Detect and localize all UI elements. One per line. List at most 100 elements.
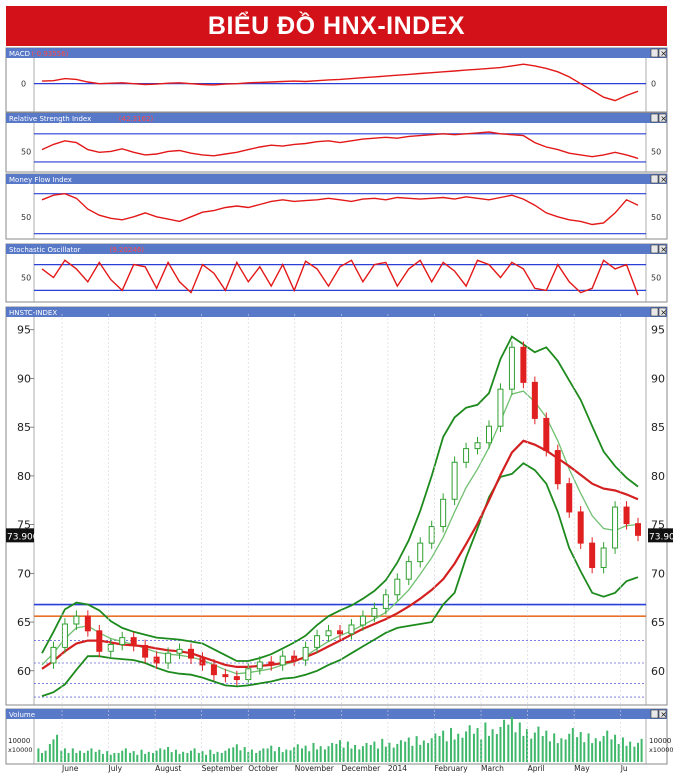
restore-icon [650,709,659,719]
volume-bar [602,735,605,762]
stoch-plot: 50 50 [21,259,661,296]
panel-reading: (42.3162) [119,115,154,123]
candle-body [96,630,103,652]
volume-bar [640,738,643,762]
volume-bar [296,744,299,762]
volume-bar [491,729,494,762]
month-label: Ju [620,764,628,773]
volume-bar [556,743,559,762]
candle-body [497,388,504,427]
panel-stoch: Stochastic Oscillator (9.20246) × [5,243,668,303]
volume-bar [94,751,97,762]
candle-body [188,648,194,659]
last-price-label-right: 73.900 [649,532,673,542]
panel-header-bar [6,113,667,123]
volume-bar [117,752,120,762]
candle-body [508,346,515,390]
volume-bar [174,749,177,762]
volume-bar [427,743,430,762]
panel-frame [5,306,668,706]
volume-bar [625,745,628,762]
y-tick-left: 70 [17,567,31,580]
volume-bar [430,738,433,762]
candle-body [405,561,412,580]
volume-bar [522,735,525,762]
volume-bar [476,727,479,762]
last-price-marker-left [6,528,34,543]
y-tick-left: 90 [17,372,31,385]
panel-header-bar [6,174,667,184]
volume-bar [453,739,456,762]
rsi-plot: 50 50 [21,131,661,163]
restore-icon [650,174,659,184]
volume-bar [335,743,338,762]
bollinger-lower-line [41,462,639,697]
volume-bar [216,751,219,762]
y-tick-left: 80 [17,470,31,483]
volume-bar [86,750,89,762]
volume-bar [170,752,173,762]
volume-bar [258,750,261,762]
candle-body [50,646,57,664]
volume-bar [388,742,391,762]
mfi-line [41,192,639,226]
candle-body [222,674,229,678]
volume-bar [224,750,227,762]
volume-bar [465,731,468,762]
month-label: September [202,764,244,773]
macd-tick-right: 0 [651,80,656,89]
volume-bar [144,753,147,762]
month-label: October [248,764,279,773]
candle-body [107,643,114,652]
close-icon [658,48,667,58]
volume-unit-right: x10000 [649,746,673,754]
volume-bar [384,746,387,762]
y-tick-right: 65 [651,616,665,629]
volume-bar [392,747,395,762]
candle-body [199,657,206,666]
candle-body [337,630,343,635]
candle-body [612,506,619,549]
volume-bar [537,726,540,762]
candle-body [600,547,607,568]
volume-bar [167,747,170,762]
volume-bar [250,749,253,762]
volume-bar [507,724,510,762]
volume-bar [239,750,242,762]
candle-body [61,623,68,648]
volume-bar [484,722,487,762]
candle-body [279,655,286,666]
candle-body [268,661,275,666]
candle-body [577,511,584,544]
volume-bar [159,748,162,762]
volume-bar [197,752,200,762]
volume-bar [304,745,307,762]
volume-bar [209,749,212,762]
volume-bar [354,745,357,762]
volume-bar [637,742,639,762]
volume-bar [152,752,155,762]
volume-bar [376,748,379,762]
stoch-tick-left: 50 [21,274,31,283]
volume-bar [442,730,445,762]
y-tick-right: 95 [651,324,665,337]
restore-icon [650,113,659,123]
volume-bar [415,736,418,762]
candle-body [623,506,630,525]
restore-icon [650,244,659,254]
candle-body [176,648,183,654]
volume-bar [121,750,124,762]
rsi-line [41,131,639,160]
month-label: June [61,764,79,773]
close-glyph: × [660,49,667,58]
volume-bar [56,734,59,762]
volume-bar [71,748,74,762]
month-label: April [528,764,545,773]
volume-bar [553,733,556,762]
volume-bar [518,722,521,762]
rsi-tick-right: 50 [651,147,661,156]
panel-frame [5,173,668,240]
volume-bar [419,744,422,762]
volume-bar [434,733,437,762]
